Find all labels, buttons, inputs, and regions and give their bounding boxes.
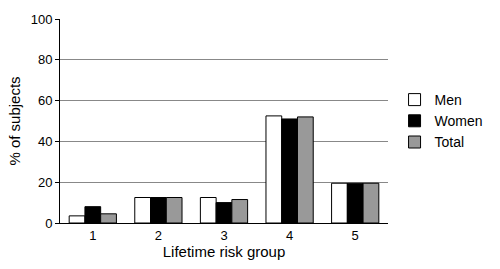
- svg-text:1: 1: [89, 228, 96, 243]
- svg-text:20: 20: [38, 175, 52, 190]
- svg-text:100: 100: [31, 12, 53, 27]
- svg-text:0: 0: [45, 216, 52, 231]
- svg-text:Women: Women: [435, 113, 483, 129]
- svg-text:Total: Total: [435, 134, 465, 150]
- svg-text:Men: Men: [435, 92, 462, 108]
- svg-text:% of subjects: % of subjects: [6, 76, 23, 165]
- svg-text:80: 80: [38, 52, 52, 67]
- svg-text:Lifetime risk group: Lifetime risk group: [163, 243, 286, 260]
- svg-text:5: 5: [352, 228, 359, 243]
- svg-text:40: 40: [38, 134, 52, 149]
- svg-text:2: 2: [155, 228, 162, 243]
- svg-text:4: 4: [286, 228, 293, 243]
- svg-text:60: 60: [38, 93, 52, 108]
- svg-text:3: 3: [220, 228, 227, 243]
